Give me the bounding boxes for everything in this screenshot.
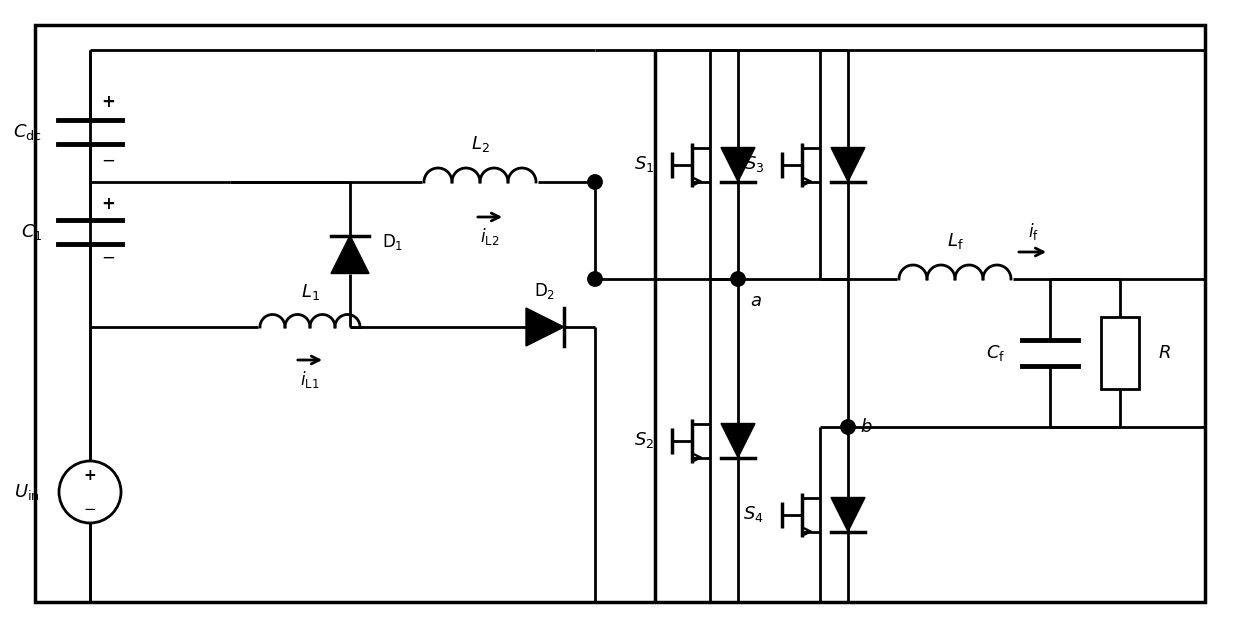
Text: $L_{\rm f}$: $L_{\rm f}$ bbox=[946, 231, 963, 251]
Text: $S_2$: $S_2$ bbox=[634, 431, 653, 451]
Text: $\rm D_2$: $\rm D_2$ bbox=[534, 281, 556, 301]
Circle shape bbox=[730, 271, 745, 286]
Text: $R$: $R$ bbox=[1158, 344, 1171, 362]
Polygon shape bbox=[526, 308, 564, 346]
Text: +: + bbox=[83, 468, 97, 483]
Text: $L_1$: $L_1$ bbox=[300, 282, 320, 302]
Polygon shape bbox=[720, 423, 755, 458]
Text: $i_{\rm L1}$: $i_{\rm L1}$ bbox=[300, 369, 320, 391]
Circle shape bbox=[60, 461, 122, 523]
Text: $S_1$: $S_1$ bbox=[634, 154, 653, 174]
Text: $i_{\rm f}$: $i_{\rm f}$ bbox=[1028, 221, 1038, 241]
Polygon shape bbox=[831, 497, 866, 532]
Text: $b$: $b$ bbox=[861, 418, 873, 436]
Polygon shape bbox=[720, 147, 755, 181]
Text: $C_{\rm f}$: $C_{\rm f}$ bbox=[986, 343, 1004, 363]
Circle shape bbox=[588, 271, 603, 286]
Bar bbox=[1101, 317, 1140, 389]
Text: $i_{\rm L2}$: $i_{\rm L2}$ bbox=[480, 226, 500, 248]
Text: $S_4$: $S_4$ bbox=[743, 505, 764, 525]
Text: $L_2$: $L_2$ bbox=[471, 134, 490, 154]
Text: $-$: $-$ bbox=[100, 248, 115, 266]
Text: $-$: $-$ bbox=[83, 500, 97, 515]
Text: $C_1$: $C_1$ bbox=[21, 222, 42, 242]
Text: $\rm D_1$: $\rm D_1$ bbox=[382, 233, 403, 253]
Text: $-$: $-$ bbox=[100, 151, 115, 169]
Text: $a$: $a$ bbox=[750, 292, 761, 310]
Polygon shape bbox=[831, 147, 866, 181]
Text: +: + bbox=[102, 195, 115, 213]
Text: +: + bbox=[102, 93, 115, 111]
Text: $C_{\rm dc}$: $C_{\rm dc}$ bbox=[14, 122, 42, 142]
Circle shape bbox=[588, 175, 603, 189]
Circle shape bbox=[841, 420, 856, 435]
Text: $S_3$: $S_3$ bbox=[744, 154, 764, 174]
Text: $U_{\rm in}$: $U_{\rm in}$ bbox=[15, 482, 40, 502]
Polygon shape bbox=[331, 236, 370, 273]
